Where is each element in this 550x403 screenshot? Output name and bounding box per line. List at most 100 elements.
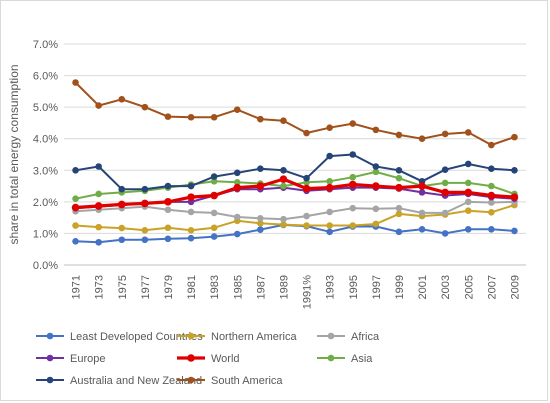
x-tick-label: 1979 (163, 275, 175, 299)
legend-marker (327, 354, 335, 362)
y-tick-label: 6.0% (33, 71, 58, 83)
data-point-australia-and-new-zealand (326, 152, 333, 160)
data-point-australia-and-new-zealand (164, 182, 172, 190)
data-point-world (141, 199, 149, 208)
data-point-least-developed-countries (164, 235, 172, 243)
legend-label: Australia and New Zealand (70, 375, 202, 387)
data-point-africa (349, 204, 357, 212)
data-point-northern-america (395, 210, 403, 218)
data-point-world (441, 188, 449, 197)
legend-item-australia-and-new-zealand: Australia and New Zealand (36, 375, 202, 387)
legend-marker (187, 376, 195, 384)
legend-label: World (211, 353, 240, 365)
data-point-south-america (326, 124, 333, 131)
y-tick-label: 2.0% (33, 197, 58, 209)
data-point-africa (187, 208, 195, 216)
x-tick-label: 2005 (463, 275, 475, 299)
series-line-south-america (74, 81, 515, 146)
data-point-northern-america (303, 222, 310, 229)
y-tick-label: 3.0% (33, 165, 58, 177)
x-tick-label: 2007 (486, 275, 498, 299)
data-point-world (372, 182, 380, 190)
data-point-africa (395, 204, 403, 212)
data-point-australia-and-new-zealand (141, 185, 149, 193)
data-point-northern-america (95, 223, 102, 231)
data-point-africa (164, 206, 172, 214)
data-point-south-america (303, 129, 310, 137)
data-point-south-america (141, 103, 149, 111)
data-point-asia (464, 179, 472, 187)
data-point-africa (418, 209, 426, 217)
data-point-south-america (118, 95, 126, 103)
data-point-africa (372, 205, 380, 213)
data-point-least-developed-countries (441, 230, 449, 237)
x-tick-label: 1971 (71, 275, 83, 299)
data-point-australia-and-new-zealand (118, 185, 126, 193)
data-point-south-america (441, 130, 449, 138)
x-axis-tick-labels: 1971 1973 1975 1977 1979 1981 1983 1985 1987 1989… (71, 275, 522, 309)
data-point-northern-america (72, 222, 79, 229)
data-point-world (233, 183, 242, 192)
data-point-south-america (280, 117, 287, 125)
x-tick-label: 1981 (186, 275, 198, 299)
legend-marker (46, 354, 54, 362)
data-point-asia (372, 168, 380, 176)
data-point-asia (95, 190, 102, 198)
series-line-africa (75, 200, 515, 221)
data-point-world (117, 200, 126, 209)
data-point-asia (488, 182, 495, 190)
data-point-least-developed-countries (141, 236, 149, 244)
data-point-least-developed-countries (464, 226, 472, 233)
data-point-asia (280, 182, 287, 190)
legend-item-europe: Europe (36, 353, 105, 365)
x-tick-label: 1987 (255, 275, 267, 299)
data-point-least-developed-countries (187, 234, 195, 242)
data-point-northern-america (164, 224, 172, 232)
y-tick-label: 1.0% (33, 228, 58, 240)
legend-marker (46, 376, 54, 384)
legend-label: South America (211, 375, 283, 387)
legend-item-asia: Asia (317, 353, 373, 365)
data-point-least-developed-countries (72, 238, 79, 245)
data-point-asia (441, 179, 449, 187)
legend-item-least-developed-countries: Least Developed Countries (36, 331, 203, 343)
x-tick-label: 1983 (209, 275, 221, 299)
data-point-least-developed-countries (395, 228, 403, 236)
data-point-south-america (210, 113, 218, 121)
data-point-south-america (95, 102, 102, 109)
legend: Least Developed Countries Northern Americ… (36, 331, 380, 387)
y-axis-label: share in total energy consumption (7, 64, 21, 244)
data-point-africa (441, 209, 449, 217)
data-point-australia-and-new-zealand (233, 169, 241, 177)
x-tick-label: 2003 (440, 275, 452, 299)
data-point-world (164, 198, 172, 206)
data-point-africa (488, 199, 495, 206)
legend-label: Europe (70, 353, 105, 365)
series-lines (71, 79, 519, 246)
data-point-africa (280, 215, 287, 223)
data-point-africa (464, 198, 472, 206)
data-point-northern-america (488, 208, 495, 216)
data-point-australia-and-new-zealand (395, 166, 403, 174)
data-point-world (325, 183, 334, 192)
data-point-world (510, 193, 519, 201)
x-tick-label: 1995 (348, 275, 360, 299)
data-point-south-america (372, 126, 380, 134)
data-point-australia-and-new-zealand (303, 174, 310, 182)
data-point-northern-america (326, 222, 333, 229)
data-point-south-america (395, 131, 403, 139)
legend-marker (46, 332, 54, 340)
data-point-northern-america (349, 222, 357, 229)
data-point-asia (395, 174, 403, 182)
y-tick-label: 5.0% (33, 102, 58, 114)
data-point-northern-america (464, 207, 472, 214)
data-point-africa (326, 208, 333, 216)
data-point-australia-and-new-zealand (464, 160, 472, 168)
data-point-least-developed-countries (488, 226, 495, 233)
data-point-south-america (233, 106, 241, 113)
data-point-world (71, 203, 80, 212)
data-point-least-developed-countries (257, 226, 264, 233)
legend-label: Northern America (211, 331, 297, 343)
